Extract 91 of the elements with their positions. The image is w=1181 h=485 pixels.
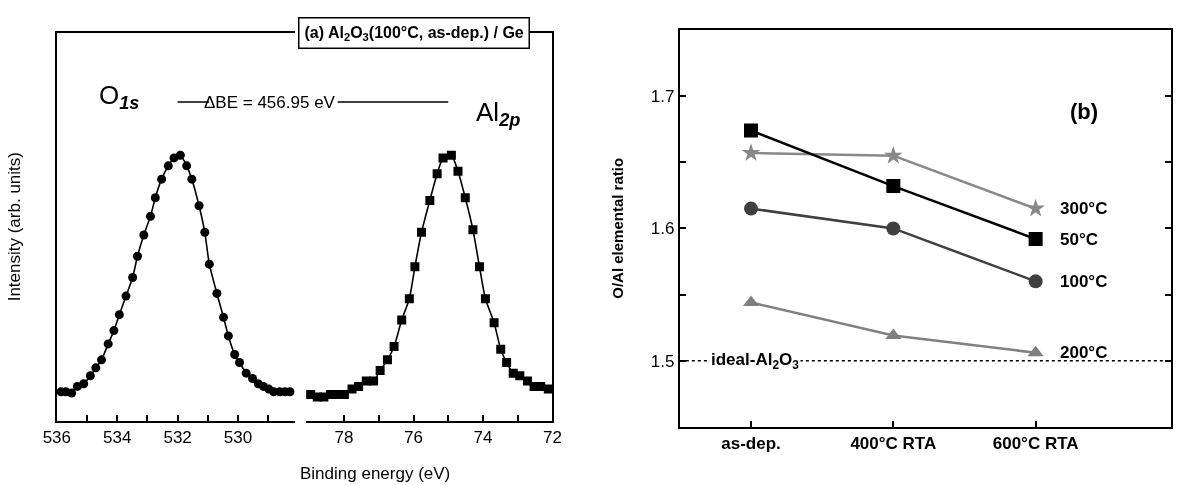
series-label: 200°C (1060, 343, 1108, 362)
text: O$_{1s}$ (99, 80, 140, 114)
text: ΔBE = 456.95 eV (204, 93, 336, 112)
point (128, 272, 138, 282)
point (194, 201, 204, 211)
point (425, 195, 435, 205)
x-tick-label: 530 (223, 428, 253, 448)
point (200, 227, 210, 237)
point (375, 365, 385, 375)
point (157, 174, 167, 184)
chart-title: (a) Al$_{2}$O$_{3}$(100°C, as-dep.) / Ge (304, 23, 524, 43)
point (67, 388, 77, 398)
point (744, 123, 759, 138)
x-tick-label: 400°C RTA (850, 434, 937, 454)
point (432, 169, 442, 179)
point (446, 150, 456, 160)
series-label: 100°C (1060, 272, 1108, 291)
point (248, 373, 258, 383)
point (480, 294, 490, 304)
point (438, 153, 448, 163)
point (187, 174, 197, 184)
point (175, 150, 185, 160)
point (410, 262, 420, 272)
y-tick-label: 1.6 (650, 219, 675, 239)
point (163, 161, 173, 171)
point (219, 312, 229, 322)
x-tick-label: 536 (42, 428, 72, 448)
point (543, 384, 553, 394)
point (389, 342, 399, 352)
point (223, 331, 233, 341)
point (85, 371, 95, 381)
point (150, 193, 160, 203)
point (103, 339, 113, 349)
point (741, 143, 761, 161)
x-tick-label: 74 (473, 428, 493, 448)
point (79, 379, 89, 389)
point (1028, 274, 1043, 289)
point (496, 344, 506, 354)
x-tick-label: 78 (334, 428, 354, 448)
point (475, 262, 485, 272)
point (121, 291, 131, 301)
point (212, 288, 222, 298)
y-tick-label: 1.5 (650, 351, 675, 371)
point (132, 251, 142, 261)
point (241, 368, 251, 378)
point (235, 358, 245, 368)
point (489, 318, 499, 328)
point (515, 371, 525, 381)
annotation: (b) (1070, 99, 1099, 124)
point (453, 166, 463, 176)
x-axis-title: Binding energy (eV) (300, 464, 451, 483)
y-tick-label: 1.7 (650, 87, 675, 107)
point (114, 310, 124, 320)
point (145, 211, 155, 221)
point (744, 201, 759, 216)
x-tick-label: 76 (404, 428, 423, 448)
point (886, 179, 901, 194)
point (468, 225, 478, 235)
point (204, 259, 214, 269)
point (91, 363, 101, 373)
y-axis-title: Intensity (arb. units) (5, 152, 25, 302)
point (502, 358, 512, 368)
y-axis-title: O/Al elemental ratio (608, 157, 626, 299)
point (97, 355, 107, 365)
point (182, 161, 192, 171)
ref-line-label: ideal-Al$_{2}$O$_{3}$ (711, 350, 800, 372)
text: Al$_{2p}$ (476, 97, 521, 131)
point (109, 326, 119, 336)
point (139, 230, 149, 240)
point (885, 328, 902, 340)
point (1027, 345, 1044, 357)
point (404, 294, 414, 304)
x-tick-label: 534 (103, 428, 132, 448)
point (369, 376, 379, 386)
point (1026, 198, 1045, 217)
point (397, 315, 407, 325)
point (417, 227, 426, 237)
point (1028, 232, 1043, 247)
point (522, 376, 532, 386)
point (230, 350, 240, 360)
series-label: 300°C (1060, 199, 1108, 218)
x-tick-label: 600°C RTA (992, 434, 1079, 454)
x-tick-label: 72 (543, 428, 562, 448)
x-tick-label: as-dep. (721, 434, 781, 454)
series-label: 50°C (1060, 230, 1098, 249)
point (460, 193, 470, 203)
point (382, 355, 392, 365)
x-tick-label: 532 (163, 428, 192, 448)
point (884, 145, 903, 164)
point (354, 381, 364, 391)
point (886, 221, 901, 236)
